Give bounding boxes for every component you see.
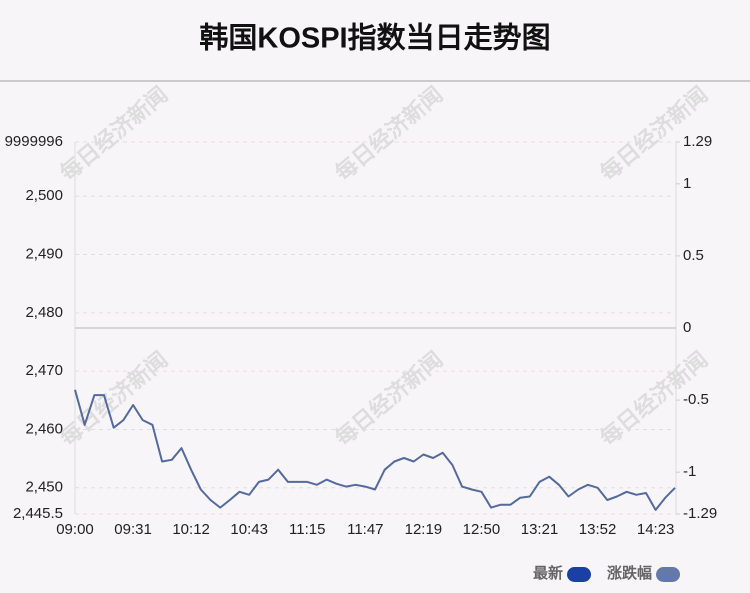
y-tick-label: 2,460 — [25, 420, 63, 437]
y-tick-label: 2,450 — [25, 479, 63, 496]
x-tick-label: 09:00 — [56, 521, 94, 538]
y2-tick-label: -0.5 — [683, 391, 709, 408]
x-tick-label: 09:31 — [114, 521, 152, 538]
price-line — [74, 389, 676, 511]
x-tick-label: 10:12 — [172, 521, 210, 538]
legend-swatch — [656, 567, 681, 582]
y-tick-label: 2,490 — [25, 246, 63, 263]
y-tick-label: 2,500 — [25, 187, 63, 204]
y2-tick-label: -1.29 — [683, 505, 717, 522]
plot: 2,445.5 2,450 2,460 2,470 2,480 2,490 2,500 999… — [5, 133, 717, 582]
x-tick-label: 11:47 — [347, 521, 383, 538]
y-tick-label: 2,470 — [25, 362, 63, 379]
x-tick-label: 13:21 — [521, 521, 559, 538]
chart-title: 韩国KOSPI指数当日走势图 — [199, 22, 550, 55]
y2-tick-label: 1 — [683, 175, 691, 192]
legend-label: 最新 — [533, 564, 563, 582]
y-tick-label: 9999996 — [5, 133, 63, 150]
y2-tick-label: 0.5 — [683, 247, 704, 264]
y-tick-label: 2,480 — [25, 304, 63, 321]
x-tick-label: 12:19 — [405, 521, 443, 538]
legend-swatch — [567, 567, 592, 582]
legend-label: 涨跌幅 — [607, 564, 652, 582]
x-tick-label: 14:23 — [637, 521, 675, 538]
x-tick-label: 12:50 — [463, 521, 501, 538]
y2-tick-label: 0 — [683, 319, 691, 336]
x-tick-label: 10:43 — [230, 521, 268, 538]
y2-tick-label: -1 — [683, 463, 696, 480]
y-tick-label: 2,445.5 — [13, 505, 63, 522]
x-tick-label: 13:52 — [579, 521, 617, 538]
y2-tick-label: 1.29 — [683, 133, 712, 150]
x-tick-label: 11:15 — [289, 521, 325, 538]
